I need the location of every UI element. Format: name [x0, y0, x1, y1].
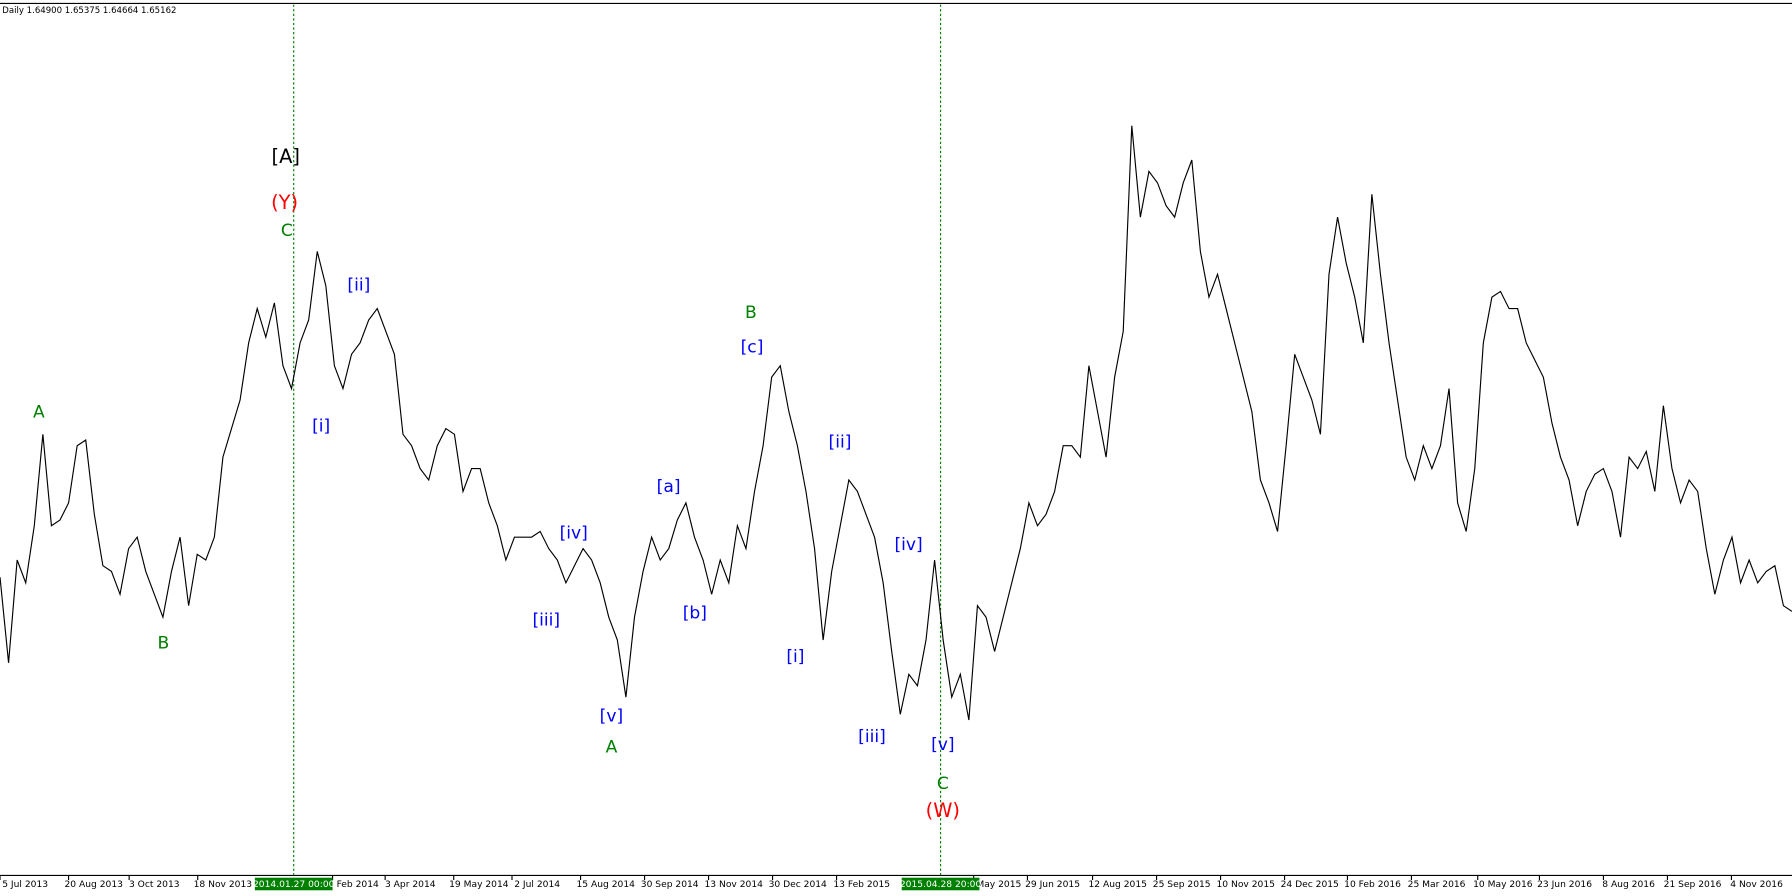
cursor-label-box [254, 877, 333, 891]
wave-label: B [158, 633, 170, 653]
wave-label: C [281, 221, 293, 241]
x-tick-label: 19 May 2014 [449, 880, 509, 890]
x-tick-label: 2 Jul 2014 [514, 880, 560, 890]
x-tick-label: 29 Jun 2015 [1025, 880, 1080, 890]
x-tick-label: 18 Nov 2013 [194, 880, 253, 890]
x-tick-label: 30 Sep 2014 [641, 880, 699, 890]
x-tick-label: 10 Nov 2015 [1216, 880, 1275, 890]
x-tick-label: 10 Feb 2016 [1344, 880, 1401, 890]
x-tick-label: 20 Aug 2013 [64, 880, 123, 890]
x-tick-label: 5 Jul 2013 [2, 880, 48, 890]
x-tick-label: 25 Sep 2015 [1153, 880, 1211, 890]
cursor-label: 2014.01.27 00:00 [253, 880, 335, 890]
x-tick-label: 8 Aug 2016 [1602, 880, 1655, 890]
x-tick-label: Feb 2014 [337, 880, 379, 890]
wave-label: [ii] [347, 276, 370, 296]
x-tick-label: 24 Dec 2015 [1281, 880, 1339, 890]
wave-label: C [937, 774, 949, 794]
wave-label: B [745, 303, 757, 323]
wave-label: [iv] [560, 524, 588, 544]
x-tick-label: 21 Sep 2016 [1664, 880, 1722, 890]
wave-label: [v] [600, 707, 624, 727]
x-tick-label: 25 Mar 2016 [1408, 880, 1466, 890]
wave-label: [iii] [532, 611, 560, 631]
price-line [0, 125, 1792, 721]
header: Daily 1.64900 1.65375 1.64664 1.65162 [2, 6, 176, 16]
x-tick-label: 10 May 2016 [1473, 880, 1533, 890]
wave-label: [iii] [858, 727, 886, 747]
wave-label: [v] [931, 735, 955, 755]
wave-label: A [33, 403, 45, 423]
wave-label: [c] [741, 337, 764, 357]
wave-label: (W) [926, 799, 960, 822]
x-tick-label: 30 Dec 2014 [769, 880, 827, 890]
x-tick-label: May 2015 [976, 880, 1021, 890]
x-tick-label: 13 Nov 2014 [704, 880, 763, 890]
x-tick-label: 3 Oct 2013 [129, 880, 180, 890]
wave-label: A [606, 737, 618, 757]
wave-label: [a] [657, 477, 681, 497]
wave-label: [ii] [829, 432, 852, 452]
x-tick-label: 13 Feb 2015 [833, 880, 890, 890]
cursor-label-box [901, 877, 980, 891]
wave-label: [i] [312, 416, 330, 436]
wave-label: (Y) [271, 191, 298, 214]
x-tick-label: 12 Aug 2015 [1088, 880, 1147, 890]
x-tick-label: 4 Nov 2016 [1730, 880, 1783, 890]
cursor-label: 2015.04.28 20:00 [900, 880, 982, 890]
x-tick-label: 3 Apr 2014 [385, 880, 436, 890]
x-tick-label: 23 Jun 2016 [1537, 880, 1592, 890]
wave-label: [b] [683, 604, 707, 624]
wave-label: [i] [786, 647, 804, 667]
wave-label: [iv] [894, 535, 922, 555]
x-tick-label: 15 Aug 2014 [576, 880, 635, 890]
wave-label: [A] [272, 145, 300, 168]
